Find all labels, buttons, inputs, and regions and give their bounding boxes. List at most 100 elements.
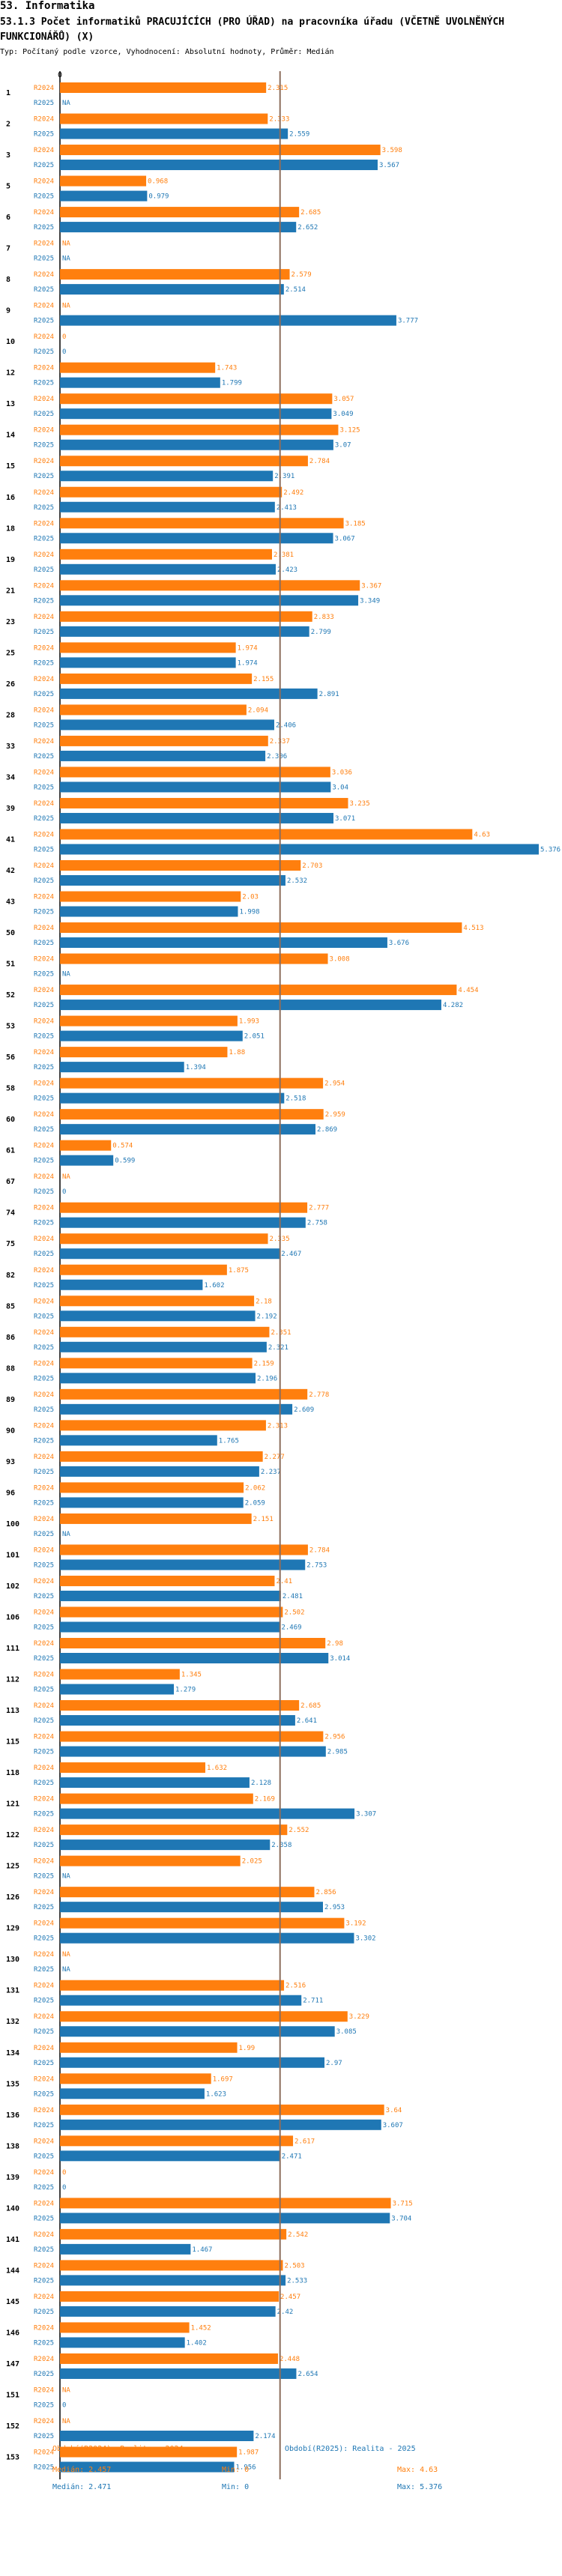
series-label: R2024 xyxy=(34,2075,54,2083)
legend-r2024-median: Medián: 2.457 xyxy=(52,2466,112,2474)
bar-r2024 xyxy=(60,1824,288,1836)
row-label: 118 xyxy=(6,1769,19,1777)
bar-r2025 xyxy=(60,439,333,450)
bar-r2024 xyxy=(60,611,312,622)
bar-r2024 xyxy=(60,1295,255,1307)
bar-r2024 xyxy=(60,2198,391,2209)
data-label: 2.559 xyxy=(289,131,309,139)
series-label: R2025 xyxy=(34,318,54,325)
row-label: 14 xyxy=(6,432,15,440)
series-label: R2025 xyxy=(34,1499,54,1507)
bar-r2024 xyxy=(60,1606,283,1618)
series-label: R2025 xyxy=(34,1717,54,1725)
series-label: R2025 xyxy=(34,909,54,916)
bar-r2024 xyxy=(60,424,339,435)
series-label: R2025 xyxy=(34,1095,54,1103)
series-label: R2024 xyxy=(34,1516,54,1523)
row-label: 131 xyxy=(6,1987,19,1995)
series-label: R2025 xyxy=(34,1624,54,1631)
series-label: R2025 xyxy=(34,1158,54,1165)
bar-r2024 xyxy=(60,1202,308,1213)
series-label: R2024 xyxy=(34,2262,54,2270)
bar-r2025 xyxy=(60,1590,281,1601)
data-label: 2.784 xyxy=(309,1546,330,1554)
series-label: R2025 xyxy=(34,877,54,885)
bar-r2025 xyxy=(60,657,236,668)
row-label: 5 xyxy=(6,183,10,191)
series-label: R2025 xyxy=(34,1561,54,1569)
data-label: 2.784 xyxy=(309,458,330,465)
data-label: 3.229 xyxy=(349,2013,369,2021)
bar-r2024 xyxy=(60,1669,180,1680)
bar-r2025 xyxy=(60,1373,256,1384)
bar-r2024 xyxy=(60,985,457,996)
row-label: 26 xyxy=(6,680,15,689)
bar-r2025 xyxy=(60,1310,256,1322)
bar-r2025 xyxy=(60,1808,355,1819)
row-label: 135 xyxy=(6,2080,19,2088)
series-label: R2024 xyxy=(34,1236,54,1243)
row-label: 23 xyxy=(6,618,15,626)
bar-r2024 xyxy=(60,518,344,529)
data-label: 2.196 xyxy=(257,1375,277,1382)
data-label: 2.953 xyxy=(324,1904,345,1911)
series-label: R2025 xyxy=(34,1998,54,2005)
data-label: NA xyxy=(62,2386,70,2394)
data-label: 2.469 xyxy=(281,1624,301,1631)
data-label: 1.987 xyxy=(238,2449,259,2457)
series-label: R2025 xyxy=(34,815,54,823)
bar-r2025 xyxy=(60,2150,280,2162)
bar-r2024 xyxy=(60,1264,227,1275)
series-label: R2025 xyxy=(34,2433,54,2440)
series-label: R2024 xyxy=(34,2449,54,2457)
series-label: R2024 xyxy=(34,1796,54,1803)
series-label: R2024 xyxy=(34,1111,54,1119)
bar-r2025 xyxy=(60,2431,254,2441)
bar-r2024 xyxy=(60,486,282,498)
legend-r2025-max: Max: 5.376 xyxy=(397,2483,443,2491)
bar-r2024 xyxy=(60,1233,268,1245)
bar-r2024 xyxy=(60,269,290,280)
data-label: 2.954 xyxy=(324,1080,345,1088)
data-label: 2.062 xyxy=(245,1484,265,1492)
series-label: R2024 xyxy=(34,520,54,527)
series-label: R2025 xyxy=(34,2153,54,2160)
row-label: 90 xyxy=(6,1427,15,1435)
bar-r2025 xyxy=(60,1559,306,1570)
series-label: R2024 xyxy=(34,2013,54,2021)
row-label: 3 xyxy=(6,151,10,160)
data-label: 2.313 xyxy=(268,1422,288,1430)
data-label: 2.799 xyxy=(311,629,331,636)
data-label: 3.07 xyxy=(335,442,351,450)
row-label: 88 xyxy=(6,1364,15,1373)
data-label: 2.956 xyxy=(324,1734,345,1741)
bar-r2024 xyxy=(60,1077,324,1089)
row-label: 9 xyxy=(6,307,10,315)
data-label: 2.051 xyxy=(244,1033,265,1041)
data-label: 3.192 xyxy=(345,1920,366,1928)
data-label: 2.471 xyxy=(282,2153,302,2160)
bar-r2025 xyxy=(60,315,396,326)
bar-r2025 xyxy=(60,1341,267,1352)
bar-r2024 xyxy=(60,1575,275,1586)
bar-r2025 xyxy=(60,1403,293,1415)
data-label: 2.503 xyxy=(285,2262,305,2270)
series-label: R2025 xyxy=(34,2090,54,2098)
bar-r2024 xyxy=(60,2446,238,2458)
data-label: 5.376 xyxy=(540,846,561,853)
series-label: R2025 xyxy=(34,504,54,512)
data-label: 2.413 xyxy=(277,504,297,512)
series-label: R2024 xyxy=(34,894,54,901)
series-label: R2025 xyxy=(34,1220,54,1227)
row-label: 6 xyxy=(6,214,10,222)
row-label: 89 xyxy=(6,1396,15,1404)
data-label: NA xyxy=(62,256,70,263)
series-label: R2025 xyxy=(34,535,54,542)
bar-r2025 xyxy=(60,2057,325,2068)
bar-r2025 xyxy=(60,1995,302,2006)
row-label: 42 xyxy=(6,867,15,875)
bar-r2025 xyxy=(60,408,332,420)
row-label: 18 xyxy=(6,524,15,533)
row-label: 67 xyxy=(6,1178,15,1186)
